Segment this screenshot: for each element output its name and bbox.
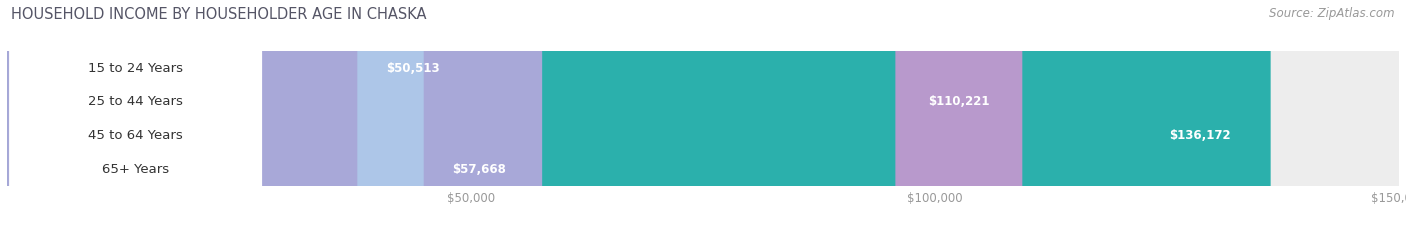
FancyBboxPatch shape — [10, 0, 262, 233]
FancyBboxPatch shape — [357, 0, 468, 233]
Text: Source: ZipAtlas.com: Source: ZipAtlas.com — [1270, 7, 1395, 20]
FancyBboxPatch shape — [1136, 0, 1263, 233]
FancyBboxPatch shape — [7, 0, 475, 233]
FancyBboxPatch shape — [7, 0, 1399, 233]
Text: $57,668: $57,668 — [453, 163, 506, 176]
Text: HOUSEHOLD INCOME BY HOUSEHOLDER AGE IN CHASKA: HOUSEHOLD INCOME BY HOUSEHOLDER AGE IN C… — [11, 7, 427, 22]
FancyBboxPatch shape — [7, 0, 1399, 233]
FancyBboxPatch shape — [7, 0, 543, 233]
FancyBboxPatch shape — [7, 0, 1029, 233]
FancyBboxPatch shape — [7, 0, 1399, 233]
Text: 65+ Years: 65+ Years — [103, 163, 169, 176]
FancyBboxPatch shape — [10, 0, 262, 233]
FancyBboxPatch shape — [10, 0, 262, 233]
Text: $110,221: $110,221 — [928, 96, 990, 108]
FancyBboxPatch shape — [423, 0, 534, 233]
FancyBboxPatch shape — [7, 0, 1271, 233]
Text: 25 to 44 Years: 25 to 44 Years — [89, 96, 183, 108]
Text: 15 to 24 Years: 15 to 24 Years — [89, 62, 183, 75]
FancyBboxPatch shape — [7, 0, 1399, 233]
FancyBboxPatch shape — [896, 0, 1022, 233]
Text: 45 to 64 Years: 45 to 64 Years — [89, 129, 183, 142]
Text: $136,172: $136,172 — [1168, 129, 1230, 142]
Text: $50,513: $50,513 — [387, 62, 440, 75]
FancyBboxPatch shape — [10, 0, 262, 233]
